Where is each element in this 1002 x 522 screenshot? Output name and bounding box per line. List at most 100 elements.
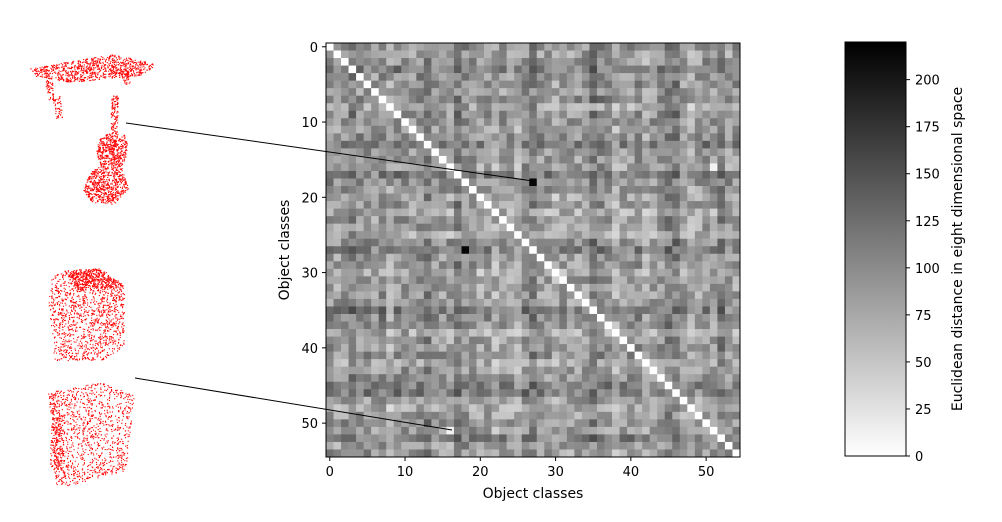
heatmap-cell	[453, 381, 462, 390]
heatmap-cell	[694, 95, 703, 104]
heatmap-cell	[371, 238, 379, 247]
heatmap-cell	[371, 411, 379, 420]
heatmap-cell	[363, 306, 372, 315]
heatmap-cell	[461, 50, 470, 59]
heatmap-cell	[642, 193, 650, 202]
heatmap-cell	[536, 366, 545, 375]
heatmap-cell	[694, 140, 703, 149]
heatmap-cell	[687, 118, 696, 127]
heatmap-cell	[566, 148, 575, 157]
heatmap-cell	[724, 321, 733, 330]
heatmap-cell	[386, 133, 395, 142]
heatmap-cell	[529, 186, 538, 194]
heatmap-cell	[514, 80, 523, 89]
heatmap-cell	[514, 321, 523, 330]
heatmap-cell	[438, 336, 447, 345]
heatmap-cell	[574, 155, 583, 164]
heatmap-cell	[694, 298, 703, 307]
heatmap-cell	[657, 351, 666, 360]
heatmap-cell	[664, 336, 673, 345]
heatmap-cell	[612, 223, 620, 232]
heatmap-cell	[679, 238, 688, 247]
heatmap-cell	[566, 434, 575, 443]
heatmap-cell	[596, 434, 605, 443]
heatmap-cell	[401, 381, 410, 390]
heatmap-cell	[514, 441, 523, 450]
heatmap-cell	[612, 170, 620, 179]
heatmap-cell	[679, 268, 688, 277]
heatmap-cell	[619, 283, 628, 292]
heatmap-cell	[438, 110, 447, 119]
heatmap-cell	[604, 193, 613, 202]
heatmap-cell	[702, 155, 711, 164]
heatmap-cell	[423, 276, 432, 285]
heatmap-cell	[378, 374, 387, 383]
heatmap-cell	[589, 223, 598, 232]
heatmap-cell	[694, 80, 703, 89]
heatmap-cell	[326, 381, 334, 390]
heatmap-cell	[363, 253, 372, 262]
heatmap-cell	[431, 336, 440, 345]
heatmap-cell	[446, 306, 455, 315]
heatmap-cell	[401, 118, 410, 127]
heatmap-cell	[717, 336, 726, 345]
heatmap-cell	[566, 65, 575, 74]
heatmap-cell	[664, 148, 673, 157]
heatmap-cell	[363, 216, 372, 224]
heatmap-cell	[724, 178, 733, 187]
heatmap-cell	[536, 193, 545, 202]
heatmap-cell	[544, 231, 553, 240]
heatmap-cell	[694, 276, 703, 285]
heatmap-cell	[724, 419, 733, 428]
heatmap-cell	[393, 329, 402, 337]
heatmap-cell	[702, 186, 711, 194]
heatmap-cell	[438, 170, 447, 179]
heatmap-cell	[687, 95, 696, 104]
heatmap-cell	[642, 291, 650, 300]
heatmap-cell	[664, 201, 673, 209]
heatmap-cell	[393, 344, 402, 352]
heatmap-cell	[627, 261, 635, 270]
heatmap-cell	[604, 73, 613, 81]
heatmap-cell	[469, 95, 477, 104]
heatmap-cell	[333, 50, 342, 59]
heatmap-cell	[589, 359, 598, 367]
heatmap-cell	[326, 268, 334, 277]
heatmap-cell	[724, 298, 733, 307]
heatmap-cell	[664, 411, 673, 420]
heatmap-cell	[371, 336, 379, 345]
heatmap-cell	[566, 118, 575, 127]
heatmap-cell	[566, 313, 575, 322]
heatmap-cell	[431, 396, 440, 405]
heatmap-cell	[566, 140, 575, 149]
heatmap-cell	[356, 419, 364, 428]
heatmap-cell	[499, 238, 507, 247]
heatmap-cell	[619, 253, 628, 262]
heatmap-cell	[574, 103, 583, 112]
heatmap-cell	[627, 404, 635, 413]
heatmap-cell	[649, 246, 658, 255]
heatmap-cell	[672, 419, 681, 428]
heatmap-cell	[551, 449, 560, 458]
heatmap-cell	[642, 118, 650, 127]
heatmap-cell	[724, 404, 733, 413]
heatmap-cell	[657, 359, 666, 367]
heatmap-cell	[574, 449, 583, 458]
heatmap-cell	[453, 396, 462, 405]
heatmap-cell	[326, 43, 334, 51]
heatmap-cell	[393, 50, 402, 59]
heatmap-cell	[619, 268, 628, 277]
heatmap-cell	[386, 404, 395, 413]
connector-line-top	[125, 122, 534, 182]
heatmap-cell	[521, 276, 530, 285]
heatmap-cell	[709, 268, 718, 277]
heatmap-cell	[453, 441, 462, 450]
heatmap-cell	[363, 351, 372, 360]
heatmap-cell	[596, 336, 605, 345]
heatmap-cell	[431, 441, 440, 450]
heatmap-cell	[709, 283, 718, 292]
heatmap-cell	[446, 298, 455, 307]
heatmap-cell	[566, 276, 575, 285]
heatmap-cell	[589, 344, 598, 352]
heatmap-cell	[717, 404, 726, 413]
